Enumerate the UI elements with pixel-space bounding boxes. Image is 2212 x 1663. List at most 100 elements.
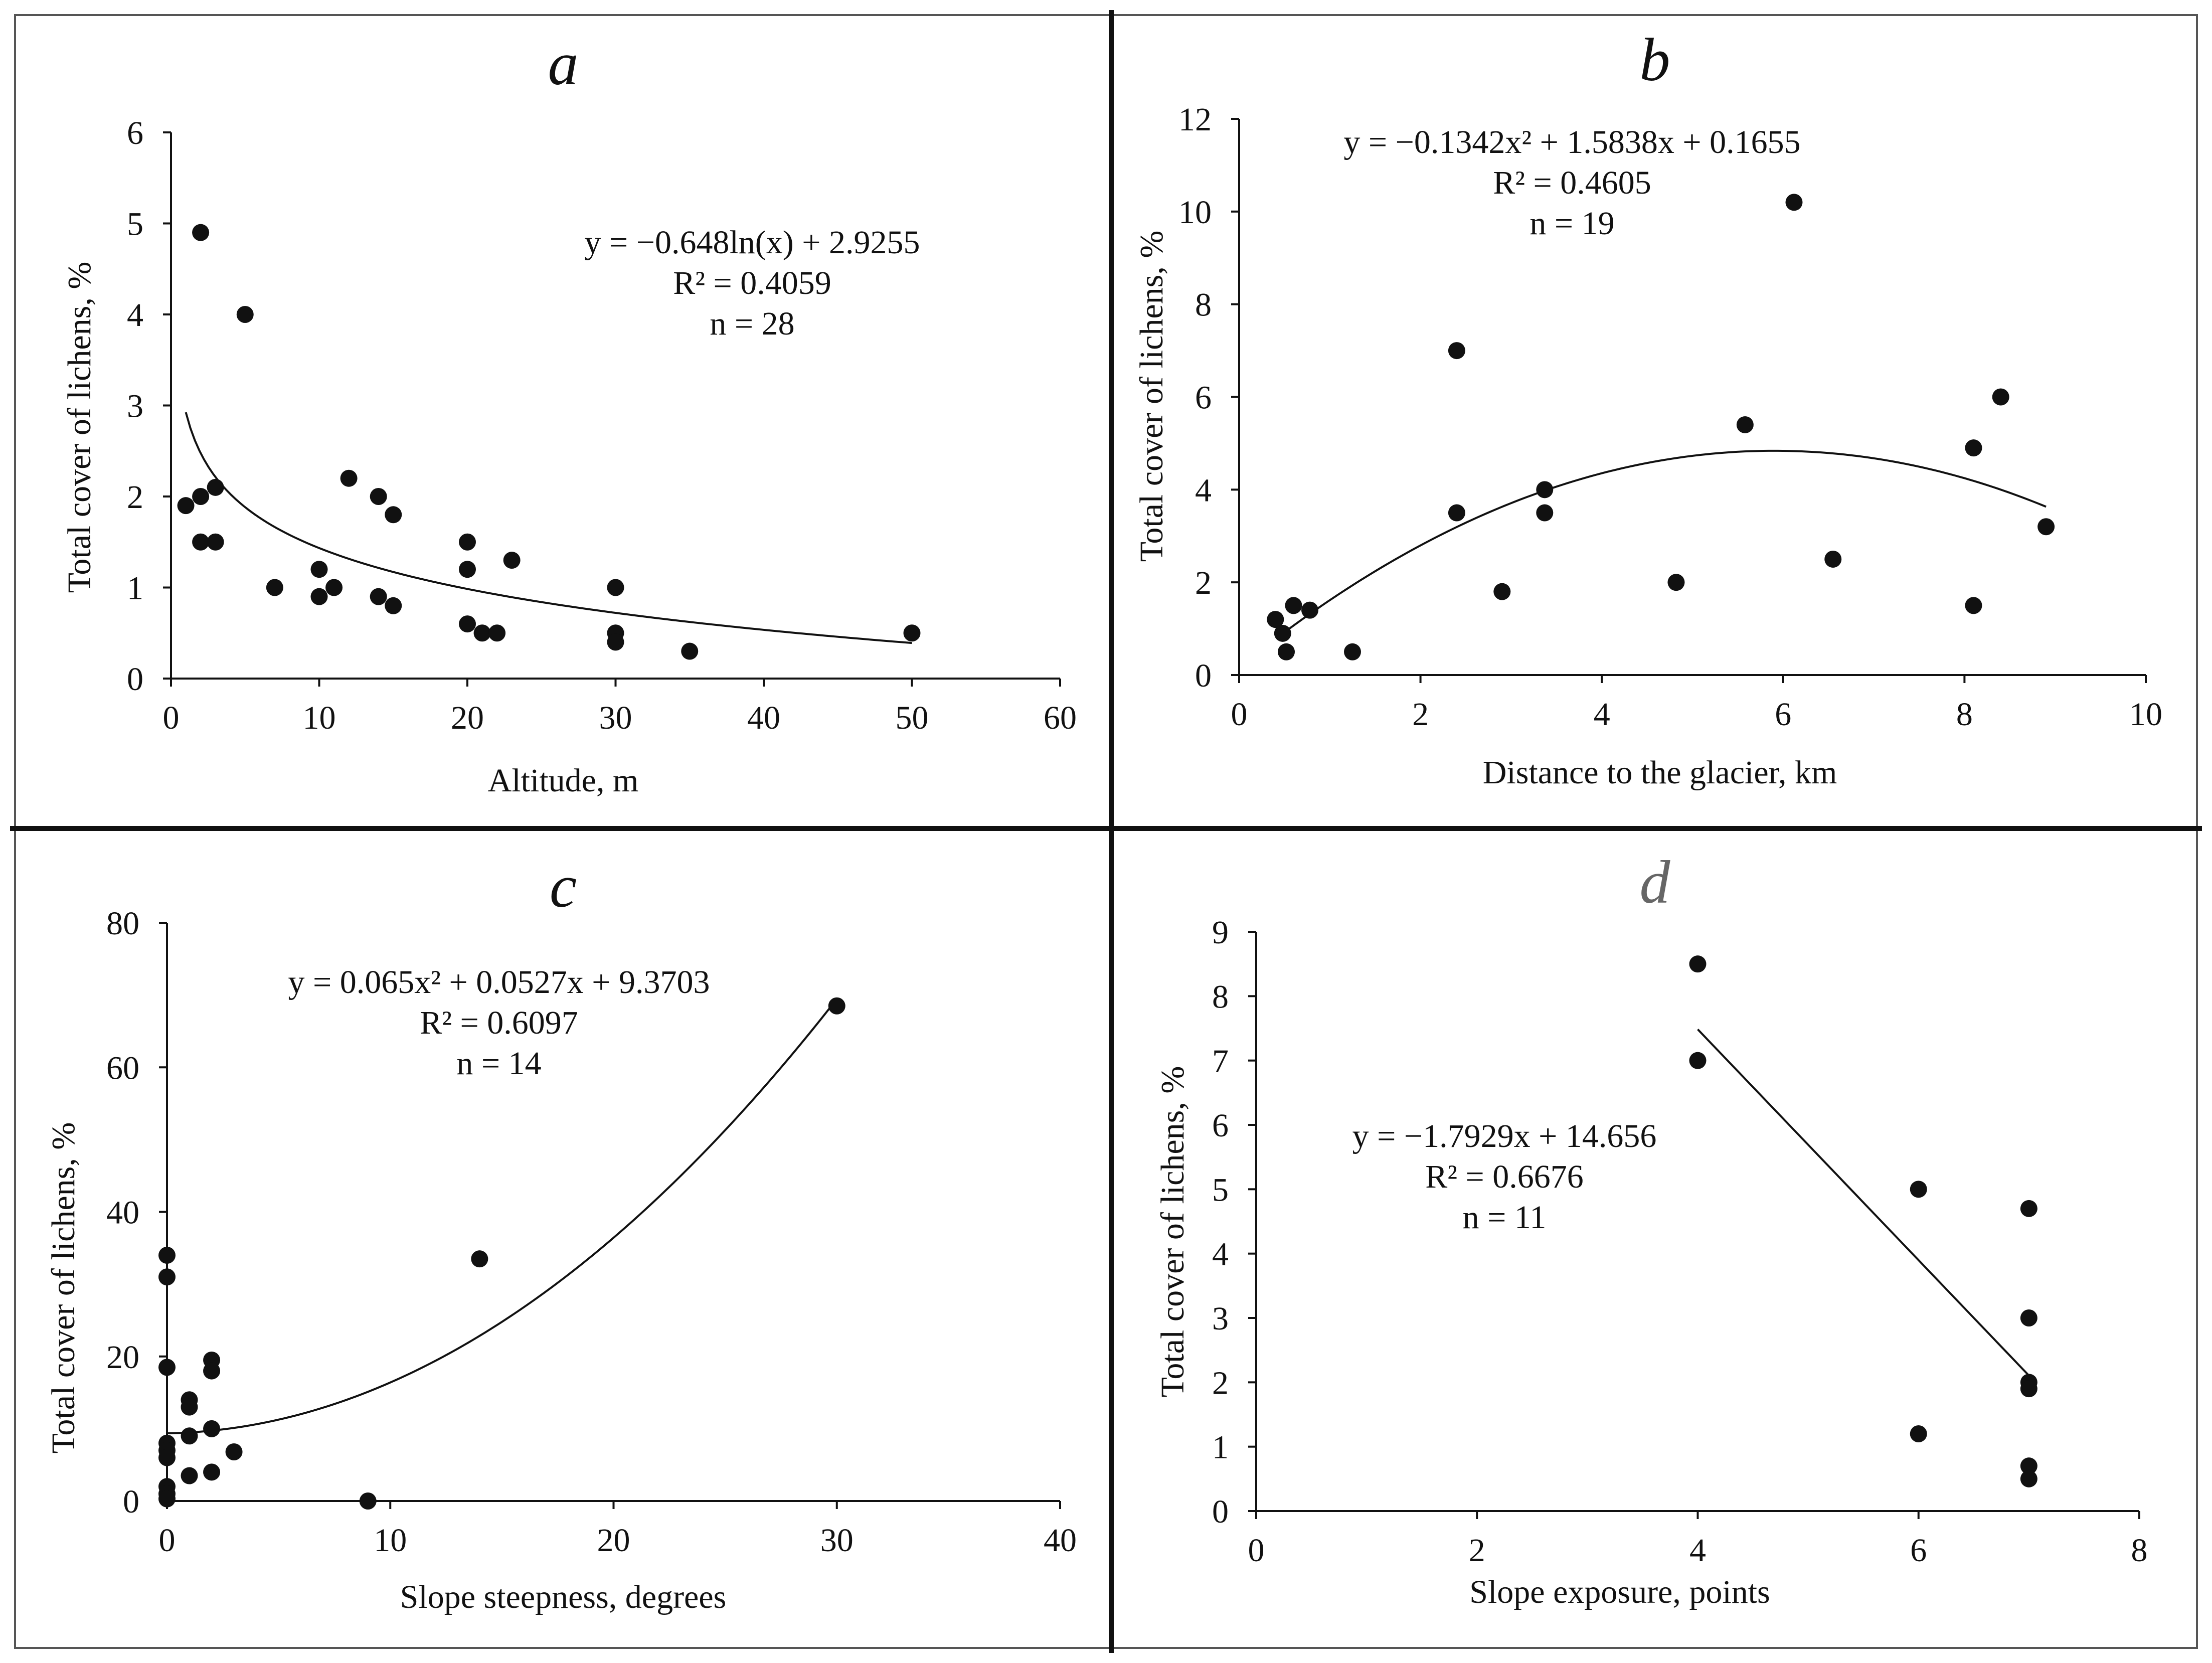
panel-b-data-point [1536,504,1554,522]
panel-b-x-tick-label: 4 [1594,696,1610,733]
panel-b-y-axis-title: Total cover of lichens, % [1133,231,1170,562]
panel-c-x-tick-label: 0 [159,1522,176,1559]
panel-c-data-point [203,1463,221,1481]
panel-a-data-point [459,615,476,633]
panel-d: d 0 2 4 6 8 0 1 2 3 4 5 6 7 8 9 Slope exposure, points… [1154,849,2148,1610]
panel-d-equation: y = −1.7929x + 14.656 [1352,1118,1657,1154]
panel-a-data-point [325,579,343,596]
panel-c-trendline [166,998,838,1434]
panel-c-y-tick-label: 80 [106,905,139,942]
panel-a-data-point [207,533,224,551]
panel-b-data-point [1301,601,1319,619]
panel-b-y-tick-label: 12 [1178,101,1212,138]
panel-b-sample-size: n = 19 [1529,205,1614,242]
panel-a-y-tick-label: 0 [127,661,143,698]
panel-c-y-tick-label: 60 [106,1050,139,1086]
panel-b-data-point [1667,574,1685,591]
panel-b-y-tick-label: 0 [1195,657,1212,694]
panel-b-data-point [1278,643,1295,660]
panel-c-equation: y = 0.065x² + 0.0527x + 9.3703 [288,964,710,1001]
panel-a-trendline [185,412,912,644]
panel-b-y-tick-label: 10 [1178,194,1212,231]
panel-c-y-tick-label: 40 [106,1195,139,1231]
panel-a-data-point [236,306,254,323]
panel-d-sample-size: n = 11 [1463,1199,1547,1236]
panel-d-y-tick-label: 3 [1212,1300,1229,1337]
panel-b: b 0 2 4 6 8 10 0 2 4 6 8 10 12 Distance to the glaci… [1133,26,2162,791]
panel-b-x-tick-label: 0 [1231,696,1248,733]
panel-d-y-tick-label: 4 [1212,1236,1229,1273]
panel-b-data-point [1992,388,2009,406]
panel-a: a 0 10 20 30 40 50 60 0 1 2 3 4 5 6 Altitude, m Total… [61,30,1077,799]
panel-a-data-point [607,633,624,651]
panel-a-y-tick-label: 3 [127,388,143,425]
panel-a-data-point [192,533,210,551]
panel-b-y-tick-label: 6 [1195,380,1212,416]
panel-c-x-axis-title: Slope steepness, degrees [400,1579,727,1615]
panel-b-data-point [1965,439,1982,457]
panel-d-data-point [2020,1380,2037,1398]
panel-a-data-point [473,624,491,642]
panel-a-data-point [385,597,402,614]
panel-b-trendline [1279,449,2047,636]
panel-a-axes: 0 10 20 30 40 50 60 0 1 2 3 4 5 6 [127,115,1077,736]
panel-c-data-point [359,1492,377,1510]
panel-b-y-tick-label: 4 [1195,472,1212,509]
panel-d-data-point [1910,1181,1927,1198]
panel-a-x-tick-label: 20 [451,700,484,736]
panel-b-y-tick-label: 2 [1195,565,1212,601]
panel-c-y-tick-label: 0 [123,1483,139,1520]
panel-c-data-point [828,997,845,1015]
panel-d-data-point [1910,1425,1927,1442]
panel-c-data-point [158,1490,176,1508]
panel-b-x-tick-label: 10 [2129,696,2162,733]
panel-a-x-tick-label: 10 [303,700,336,736]
panel-d-x-tick-label: 0 [1248,1532,1265,1569]
panel-c-sample-size: n = 14 [456,1045,541,1082]
panel-a-r-squared: R² = 0.4059 [673,265,831,301]
panel-a-data-point [310,588,328,605]
panel-c-data-point [158,1449,176,1466]
panel-c-x-tick-label: 20 [597,1522,630,1559]
panel-c-data-point [158,1268,176,1286]
panel-a-x-tick-label: 60 [1044,700,1077,736]
panel-b-data-point [2037,518,2055,536]
panel-b-x-tick-label: 6 [1775,696,1791,733]
panel-c-y-tick-label: 20 [106,1339,139,1376]
panel-c-data-point [158,1246,176,1264]
panel-d-data-point [1689,955,1707,973]
panel-b-y-tick-label: 8 [1195,287,1212,323]
panel-a-letter: a [548,30,579,98]
panel-d-axes: 0 2 4 6 8 0 1 2 3 4 5 6 7 8 9 [1212,914,2148,1569]
panel-b-equation: y = −0.1342x² + 1.5838x + 0.1655 [1343,124,1800,160]
panel-a-data-point [385,506,402,524]
panel-d-trendline [1697,1029,2030,1377]
panel-b-x-axis-title: Distance to the glacier, km [1483,754,1837,791]
panel-c-data-point [225,1443,243,1460]
panel-c-data-point [181,1398,198,1416]
panel-d-x-tick-label: 8 [2131,1532,2148,1569]
panel-c-x-tick-label: 30 [820,1522,854,1559]
panel-a-data-point [370,488,387,505]
panel-d-y-tick-label: 5 [1212,1172,1229,1208]
panel-b-data-point [1274,624,1291,642]
panel-d-x-tick-label: 6 [1910,1532,1927,1569]
panel-a-x-tick-label: 50 [896,700,929,736]
panel-c-data-point [181,1427,198,1445]
panel-d-x-tick-label: 4 [1689,1532,1706,1569]
panel-c-y-axis-title: Total cover of lichens, % [45,1122,82,1454]
panel-a-data-point [681,642,699,660]
panel-b-data-point [1448,342,1465,360]
panel-b-data-point [1965,597,1982,614]
panel-a-x-tick-label: 40 [747,700,780,736]
panel-c-data-point [158,1359,176,1376]
panel-a-data-point [459,561,476,578]
panel-b-data-point [1736,416,1754,433]
panel-c: c 0 10 20 30 40 0 20 40 60 80 Slope steepness, de… [45,853,1077,1615]
panel-d-y-tick-label: 7 [1212,1043,1229,1080]
panel-a-y-tick-label: 1 [127,570,143,607]
panel-b-data-point [1344,643,1361,660]
panel-b-data-point [1448,504,1465,522]
